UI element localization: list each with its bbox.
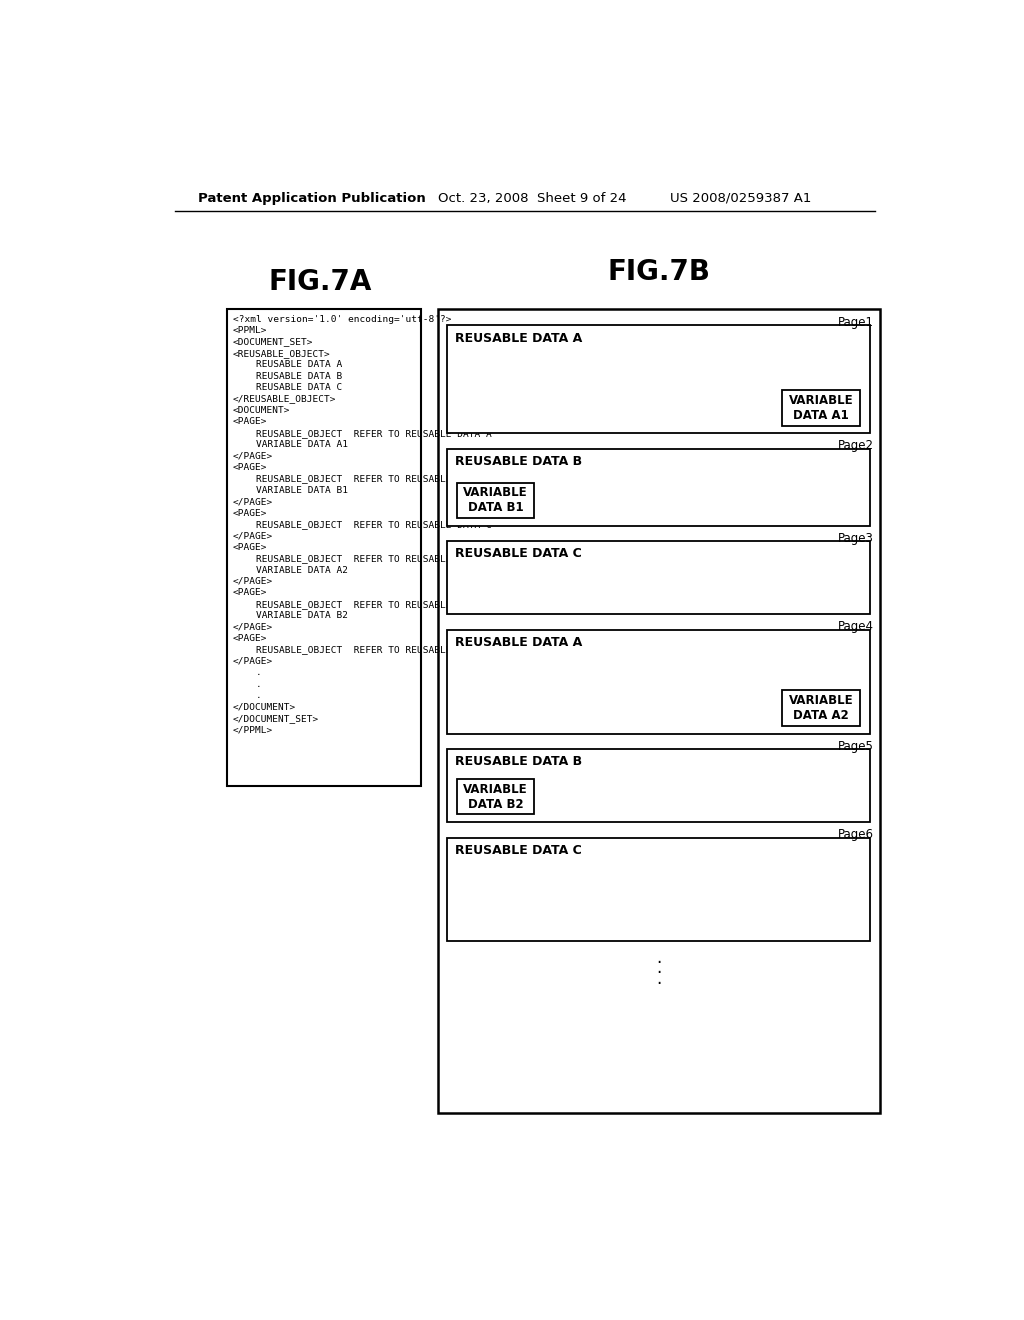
Text: </DOCUMENT>: </DOCUMENT>: [232, 702, 296, 711]
Text: VARIABLE
DATA B1: VARIABLE DATA B1: [463, 486, 527, 515]
Text: REUSABLE_OBJECT  REFER TO REUSABLE DATA A: REUSABLE_OBJECT REFER TO REUSABLE DATA A: [232, 429, 492, 438]
Text: REUSABLE DATA C: REUSABLE DATA C: [232, 383, 342, 392]
Text: </PAGE>: </PAGE>: [232, 623, 272, 631]
Bar: [438, 309, 880, 1113]
Text: .: .: [232, 680, 261, 689]
Text: REUSABLE DATA A: REUSABLE DATA A: [455, 331, 583, 345]
Text: </PAGE>: </PAGE>: [232, 532, 272, 540]
Text: <PAGE>: <PAGE>: [232, 634, 267, 643]
Text: .: .: [656, 960, 662, 977]
Text: VARIABLE DATA B1: VARIABLE DATA B1: [232, 486, 347, 495]
Text: <PAGE>: <PAGE>: [232, 463, 267, 473]
Text: <PAGE>: <PAGE>: [232, 508, 267, 517]
Bar: [457, 779, 535, 814]
Bar: [782, 690, 859, 726]
Text: <DOCUMENT_SET>: <DOCUMENT_SET>: [232, 338, 313, 347]
Text: REUSABLE_OBJECT  REFER TO REUSABLE DATA C: REUSABLE_OBJECT REFER TO REUSABLE DATA C: [232, 645, 492, 655]
Text: </PAGE>: </PAGE>: [232, 577, 272, 586]
Text: </DOCUMENT_SET>: </DOCUMENT_SET>: [232, 714, 318, 722]
Text: Page5: Page5: [838, 739, 873, 752]
Text: VARIABLE DATA A1: VARIABLE DATA A1: [232, 440, 347, 449]
Text: <?xml version='1.0' encoding='utf-8'?>: <?xml version='1.0' encoding='utf-8'?>: [232, 315, 452, 323]
Text: Page3: Page3: [838, 532, 873, 545]
Text: VARIABLE DATA A2: VARIABLE DATA A2: [232, 565, 347, 574]
Text: Page6: Page6: [838, 829, 873, 841]
Bar: [447, 449, 870, 525]
Text: Page2: Page2: [838, 440, 873, 453]
Text: REUSABLE DATA B: REUSABLE DATA B: [455, 455, 583, 467]
Bar: [447, 541, 870, 614]
Text: REUSABLE DATA A: REUSABLE DATA A: [455, 636, 583, 649]
Text: REUSABLE DATA C: REUSABLE DATA C: [455, 843, 582, 857]
Text: VARIABLE
DATA B2: VARIABLE DATA B2: [463, 783, 527, 810]
Text: VARIABLE DATA B2: VARIABLE DATA B2: [232, 611, 347, 620]
Text: </PPML>: </PPML>: [232, 725, 272, 734]
Bar: [782, 391, 859, 425]
Text: FIG.7A: FIG.7A: [268, 268, 372, 296]
Text: </PAGE>: </PAGE>: [232, 451, 272, 461]
Text: <PPML>: <PPML>: [232, 326, 267, 335]
Text: Oct. 23, 2008  Sheet 9 of 24: Oct. 23, 2008 Sheet 9 of 24: [438, 191, 627, 205]
Text: </PAGE>: </PAGE>: [232, 498, 272, 506]
Text: REUSABLE_OBJECT  REFER TO REUSABLE DATA A: REUSABLE_OBJECT REFER TO REUSABLE DATA A: [232, 554, 492, 564]
Text: <PAGE>: <PAGE>: [232, 417, 267, 426]
Text: FIG.7B: FIG.7B: [607, 259, 711, 286]
Text: </REUSABLE_OBJECT>: </REUSABLE_OBJECT>: [232, 395, 336, 404]
Text: REUSABLE DATA B: REUSABLE DATA B: [232, 372, 342, 380]
Text: Page1: Page1: [838, 317, 873, 329]
Text: .: .: [232, 690, 261, 700]
Bar: [447, 326, 870, 433]
Text: US 2008/0259387 A1: US 2008/0259387 A1: [671, 191, 812, 205]
Text: <PAGE>: <PAGE>: [232, 589, 267, 598]
Text: .: .: [656, 970, 662, 989]
Text: REUSABLE DATA C: REUSABLE DATA C: [455, 548, 582, 560]
Text: REUSABLE_OBJECT  REFER TO REUSABLE DATA B: REUSABLE_OBJECT REFER TO REUSABLE DATA B: [232, 599, 492, 609]
Text: <PAGE>: <PAGE>: [232, 543, 267, 552]
Bar: [447, 630, 870, 734]
Text: REUSABLE_OBJECT  REFER TO REUSABLE DATA C: REUSABLE_OBJECT REFER TO REUSABLE DATA C: [232, 520, 492, 529]
Text: <REUSABLE_OBJECT>: <REUSABLE_OBJECT>: [232, 348, 331, 358]
Text: Page4: Page4: [838, 620, 873, 634]
Text: </PAGE>: </PAGE>: [232, 657, 272, 665]
Bar: [457, 483, 535, 517]
Text: Patent Application Publication: Patent Application Publication: [198, 191, 426, 205]
Text: REUSABLE DATA A: REUSABLE DATA A: [232, 360, 342, 370]
Bar: [447, 748, 870, 822]
Text: REUSABLE_OBJECT  REFER TO REUSABLE DATA B: REUSABLE_OBJECT REFER TO REUSABLE DATA B: [232, 474, 492, 483]
Bar: [447, 838, 870, 941]
Text: VARIABLE
DATA A1: VARIABLE DATA A1: [788, 393, 853, 422]
Text: .: .: [232, 668, 261, 677]
Text: .: .: [656, 949, 662, 966]
Text: <DOCUMENT>: <DOCUMENT>: [232, 407, 290, 414]
Text: REUSABLE DATA B: REUSABLE DATA B: [455, 755, 583, 768]
Bar: [227, 309, 421, 785]
Text: VARIABLE
DATA A2: VARIABLE DATA A2: [788, 694, 853, 722]
